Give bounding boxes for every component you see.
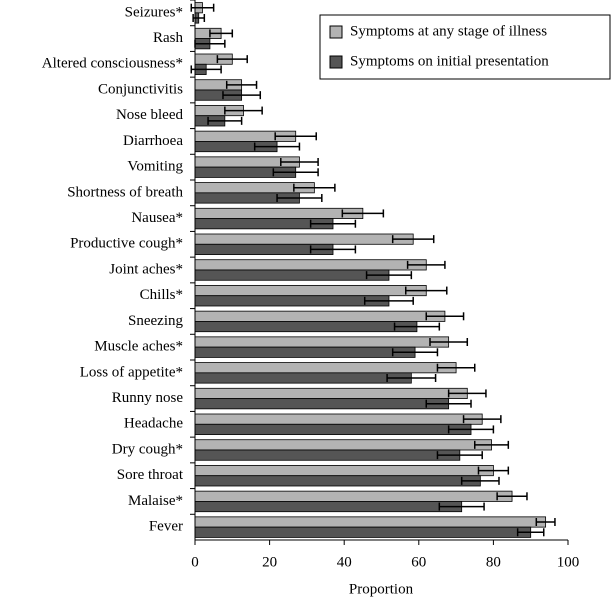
error-bar bbox=[436, 451, 483, 460]
y-tick-label: Nausea* bbox=[131, 210, 183, 226]
bar bbox=[194, 387, 468, 399]
error-bar bbox=[309, 245, 357, 254]
bar bbox=[194, 259, 427, 271]
y-tick-label: Dry cough* bbox=[112, 441, 183, 457]
error-bar bbox=[462, 415, 502, 424]
y-tick-label: Altered consciousness* bbox=[42, 56, 183, 72]
y-tick-label: Seizures* bbox=[125, 4, 183, 20]
y-tick-label: Shortness of breath bbox=[67, 184, 183, 200]
error-bar bbox=[207, 116, 243, 125]
error-bar bbox=[447, 389, 487, 398]
x-tick-label: 40 bbox=[337, 554, 352, 570]
error-bar bbox=[425, 312, 465, 321]
legend-swatch bbox=[329, 25, 343, 39]
y-tick-label: Sneezing bbox=[128, 313, 183, 329]
error-bar bbox=[209, 29, 234, 38]
error-bar bbox=[276, 194, 323, 202]
legend-swatch bbox=[329, 55, 343, 69]
bar bbox=[194, 295, 390, 307]
error-bar bbox=[222, 91, 262, 100]
bar bbox=[194, 336, 450, 348]
legend-box bbox=[319, 14, 611, 80]
error-bar bbox=[225, 80, 258, 89]
error-bar bbox=[190, 65, 222, 74]
bar bbox=[194, 516, 547, 528]
y-tick-label: Malaise* bbox=[128, 493, 183, 509]
error-bar bbox=[293, 183, 336, 192]
error-bar bbox=[365, 271, 413, 280]
error-bar bbox=[425, 399, 472, 408]
x-axis-label: Proportion bbox=[349, 581, 414, 597]
bar bbox=[194, 362, 457, 374]
error-bar bbox=[438, 502, 485, 511]
bar bbox=[194, 413, 483, 425]
bar bbox=[194, 269, 390, 281]
y-tick-label: Productive cough* bbox=[70, 236, 183, 252]
error-bar bbox=[391, 348, 439, 357]
error-bar bbox=[280, 158, 319, 166]
y-tick-label: Sore throat bbox=[117, 467, 184, 483]
x-tick-label: 80 bbox=[486, 554, 501, 570]
bar bbox=[194, 490, 513, 502]
error-bar bbox=[386, 374, 437, 382]
x-tick-label: 60 bbox=[411, 554, 426, 570]
y-tick-label: Joint aches* bbox=[109, 261, 183, 277]
bar bbox=[194, 233, 414, 245]
error-bar bbox=[253, 142, 301, 151]
y-tick-label: Headache bbox=[124, 416, 183, 432]
bar bbox=[194, 398, 450, 410]
x-tick-label: 0 bbox=[191, 554, 199, 570]
bar bbox=[194, 501, 463, 513]
y-tick-label: Loss of appetite* bbox=[80, 364, 183, 380]
bar bbox=[194, 321, 418, 333]
error-bar bbox=[393, 322, 441, 331]
bar bbox=[194, 346, 416, 358]
y-tick-label: Diarrhoea bbox=[123, 133, 183, 149]
error-bar bbox=[216, 55, 248, 64]
bar bbox=[194, 310, 446, 322]
bar bbox=[194, 423, 472, 435]
y-tick-label: Muscle aches* bbox=[94, 339, 183, 355]
error-bar bbox=[436, 363, 476, 372]
y-tick-label: Runny nose bbox=[112, 390, 184, 406]
error-bar bbox=[474, 440, 510, 449]
error-bar bbox=[363, 296, 414, 305]
bar bbox=[194, 372, 412, 384]
error-bar bbox=[391, 235, 435, 244]
error-bar bbox=[274, 132, 317, 141]
y-tick-label: Rash bbox=[153, 30, 184, 46]
bar bbox=[194, 475, 481, 487]
error-bar bbox=[341, 209, 385, 218]
y-tick-label: Fever bbox=[149, 519, 183, 535]
x-tick-label: 100 bbox=[557, 554, 580, 570]
bar bbox=[194, 439, 492, 451]
bar bbox=[194, 285, 427, 297]
error-bar bbox=[429, 338, 469, 346]
legend-label: Symptoms on initial presentation bbox=[350, 53, 549, 69]
error-bar bbox=[224, 106, 263, 115]
legend-label: Symptoms at any stage of illness bbox=[350, 23, 547, 39]
y-tick-label: Chills* bbox=[140, 287, 183, 303]
error-bar bbox=[477, 466, 510, 475]
error-bar bbox=[272, 168, 319, 177]
y-tick-label: Conjunctivitis bbox=[98, 81, 183, 97]
y-tick-label: Vomiting bbox=[127, 159, 183, 175]
bar bbox=[194, 526, 532, 538]
error-bar bbox=[406, 260, 446, 269]
x-tick-label: 20 bbox=[262, 554, 277, 570]
error-bar bbox=[496, 492, 528, 501]
bar bbox=[194, 449, 461, 461]
error-bar bbox=[404, 286, 448, 295]
error-bar bbox=[460, 476, 500, 485]
error-bar bbox=[535, 518, 556, 526]
error-bar bbox=[309, 219, 357, 228]
error-bar bbox=[516, 528, 545, 537]
y-tick-label: Nose bleed bbox=[116, 107, 184, 123]
error-bar bbox=[447, 425, 495, 434]
bar bbox=[194, 207, 364, 219]
bar bbox=[194, 465, 494, 477]
